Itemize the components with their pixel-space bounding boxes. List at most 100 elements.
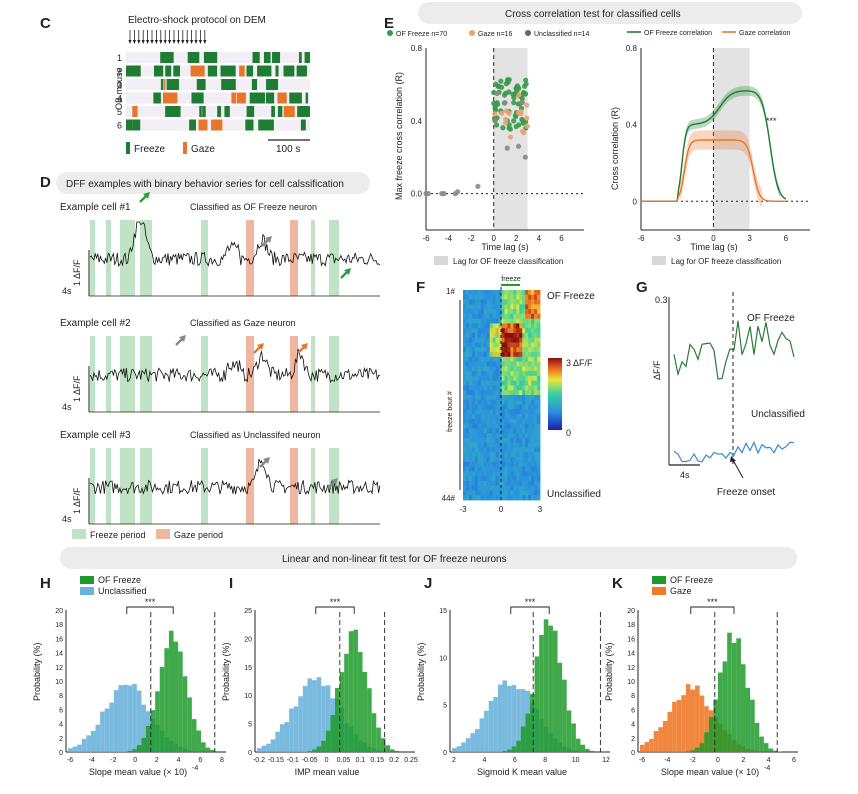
legend-dot [469, 30, 475, 36]
heatmap-cell [513, 442, 517, 448]
heatmap-cell [525, 352, 529, 358]
x-tick: 0.15 [370, 757, 384, 764]
y-label: Probability (%) [221, 642, 231, 701]
heatmap-cell [489, 433, 494, 439]
heatmap-cell [468, 304, 473, 310]
freeze-bar [562, 679, 567, 752]
freeze-bar [173, 641, 179, 752]
heatmap-cell [501, 347, 505, 353]
heatmap-cell [468, 323, 473, 329]
heatmap-cell [492, 380, 496, 386]
freeze-period-swatch [72, 529, 86, 539]
freeze-bar [525, 713, 530, 752]
colorbar-bottom: 0 [566, 428, 571, 438]
heatmap-cell [480, 471, 485, 477]
heatmap-cell [519, 318, 523, 324]
heatmap-cell [495, 361, 499, 367]
heatmap-cell [486, 480, 491, 487]
heatmap-cell [525, 452, 529, 458]
heatmap-cell [525, 414, 529, 420]
heatmap-cell [501, 466, 505, 472]
lag-shade [713, 48, 750, 230]
heatmap-cell [489, 304, 494, 310]
freeze-bar [316, 746, 322, 752]
scatter-point [511, 118, 517, 124]
y-label: Max freeze cross correlation (R) [394, 72, 404, 200]
x-tick: 2 [155, 757, 159, 764]
heatmap-cell [495, 347, 499, 353]
heatmap-cell [534, 480, 538, 487]
bottom-banner: Linear and non-linear fit test for OF fr… [282, 554, 507, 565]
heatmap-cell [516, 328, 520, 334]
heatmap-cell [525, 428, 529, 434]
gaze-bar [277, 92, 287, 104]
heatmap-cell [483, 371, 488, 377]
scatter-point [510, 91, 516, 97]
x-label: Time lag (s) [481, 242, 528, 252]
heatmap-cell [471, 323, 476, 329]
heatmap-cell [465, 490, 470, 496]
heatmap-cell [477, 466, 482, 472]
heatmap-cell [501, 495, 505, 501]
heatmap-cell [498, 399, 502, 405]
heatmap-cell [522, 461, 526, 467]
other-bar [649, 738, 654, 752]
x-tick: -6 [422, 234, 430, 243]
freeze-bar [258, 119, 274, 131]
heatmap-cell [489, 323, 494, 329]
legend-label: OF Freeze n=70 [396, 31, 447, 38]
heatmap-cell [468, 352, 473, 358]
scatter-point [502, 100, 508, 106]
gaze-bar [283, 106, 295, 117]
heatmap-cell [474, 399, 479, 405]
heatmap-cell [486, 461, 491, 467]
heatmap-cell [483, 380, 488, 386]
heatmap-cell [531, 342, 535, 348]
scatter-point [519, 100, 525, 106]
shade-caption: Lag for OF freeze classification [453, 257, 563, 266]
other-bar [289, 708, 294, 752]
freeze-bar [690, 750, 696, 752]
cell-name: Example cell #1 [60, 202, 131, 213]
heatmap-cell [477, 490, 482, 496]
other-bar [316, 677, 322, 752]
heatmap-cell [480, 299, 485, 305]
freeze-bar [718, 672, 723, 752]
heatmap-cell [522, 442, 526, 448]
x-tick: -2 [110, 757, 116, 764]
scale-label: 100 s [276, 144, 300, 155]
heatmap-cell [486, 414, 491, 420]
heatmap-cell [537, 466, 541, 472]
heatmap-cell [498, 375, 502, 382]
heatmap-cell [537, 352, 541, 358]
other-bar [312, 680, 317, 752]
heatmap-cell [492, 318, 496, 324]
heatmap-cell [522, 485, 526, 491]
heatmap-cell [483, 332, 488, 339]
heatmap-cell [528, 347, 532, 353]
heatmap-cell [522, 323, 526, 329]
heatmap-cell [516, 485, 520, 491]
freeze-bar [539, 634, 544, 752]
heatmap-cell [516, 323, 520, 329]
heatmap-cell [534, 347, 538, 353]
heatmap-cell [477, 418, 482, 425]
heatmap-cell [465, 390, 470, 396]
heatmap-cell [513, 399, 517, 405]
freeze-bar [754, 722, 760, 752]
heatmap-cell [513, 323, 517, 329]
scatter-point [513, 123, 519, 130]
heatmap-cell [498, 490, 502, 496]
freeze-bar [580, 744, 586, 752]
gaze-bar [163, 79, 166, 90]
y-label: Cross correlation (R) [610, 107, 620, 190]
heatmap-cell [537, 399, 541, 405]
heatmap-cell [525, 476, 529, 482]
other-bar [685, 684, 691, 752]
other-bar [109, 702, 114, 752]
heatmap-cell [480, 309, 485, 315]
heatmap-cell [477, 404, 482, 410]
